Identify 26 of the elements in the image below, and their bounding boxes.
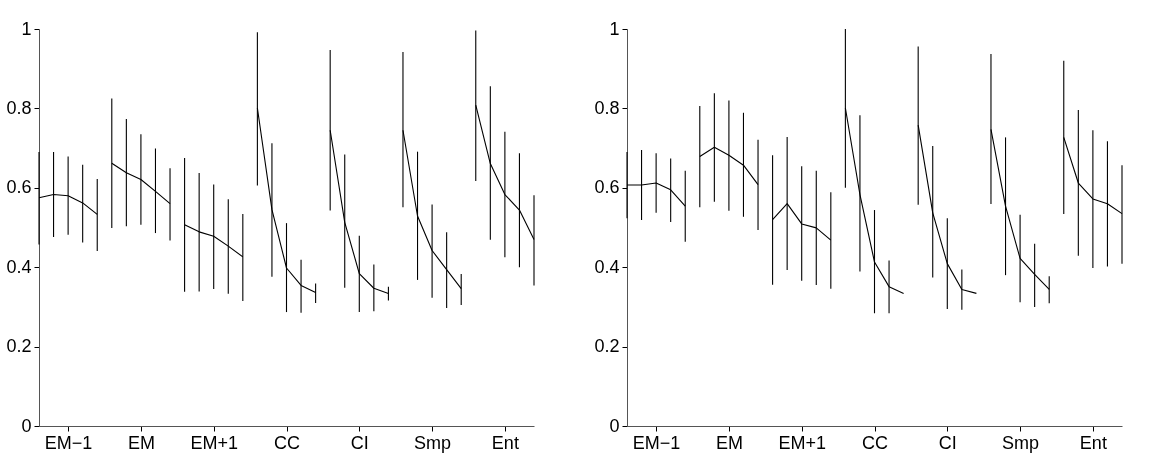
- x-tick-label: Ent: [491, 432, 519, 453]
- y-tick-label: 1: [609, 18, 620, 39]
- x-tick-label: CC: [862, 432, 888, 453]
- x-tick-label: EM−1: [44, 432, 93, 453]
- y-tick-label: 0.2: [594, 336, 620, 357]
- y-tick-label: 0: [609, 415, 620, 436]
- x-tick-label: EM: [715, 432, 743, 453]
- x-tick-label: CI: [350, 432, 369, 453]
- x-tick-label: EM: [127, 432, 155, 453]
- y-tick-label: 0.8: [594, 97, 620, 118]
- y-tick-label: 0.2: [6, 336, 32, 357]
- y-tick-label: 0.4: [6, 256, 32, 277]
- x-tick-label: Smp: [414, 432, 452, 453]
- x-tick-label: EM+1: [190, 432, 238, 453]
- y-tick-label: 0: [21, 415, 32, 436]
- x-tick-label: Ent: [1079, 432, 1107, 453]
- y-tick-label: 0.8: [6, 97, 32, 118]
- y-tick-label: 0.6: [6, 177, 32, 198]
- x-tick-label: EM+1: [778, 432, 826, 453]
- x-tick-label: CI: [938, 432, 957, 453]
- y-tick-label: 0.6: [594, 177, 620, 198]
- y-tick-label: 0.4: [594, 256, 620, 277]
- x-tick-label: EM−1: [632, 432, 681, 453]
- x-tick-label: CC: [274, 432, 300, 453]
- y-tick-label: 1: [21, 18, 32, 39]
- x-tick-label: Smp: [1002, 432, 1040, 453]
